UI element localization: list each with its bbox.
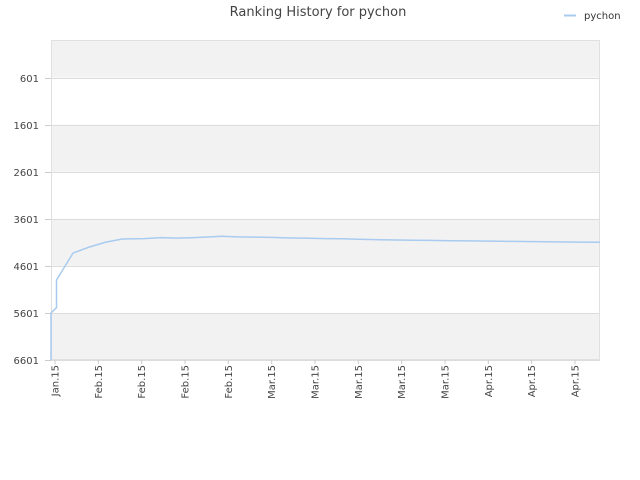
plot-band	[51, 312, 600, 360]
plot-band	[51, 40, 600, 78]
x-axis-ticks: Jan.15 Feb.15 Feb.15 Feb.15 Feb.15 Mar.15 Mar.…	[51, 360, 582, 399]
x-tick-label: Mar.15	[354, 365, 365, 399]
x-tick-label: Apr.15	[484, 365, 495, 397]
series-layer	[50, 235, 601, 360]
y-tick-label: 5601	[14, 309, 39, 320]
y-tick-label: 1601	[14, 121, 39, 132]
y-tick-label: 6601	[14, 356, 39, 367]
x-tick-label: Apr.15	[571, 365, 582, 397]
y-axis-ticks: 601 1601 2601 3601 4601 5601 6601	[14, 74, 51, 367]
legend-label: pychon	[584, 11, 621, 22]
chart-title: Ranking History for pychon	[230, 5, 407, 20]
x-tick-label: Feb.15	[137, 365, 148, 399]
plot-band	[51, 265, 600, 313]
x-tick-label: Feb.15	[181, 365, 192, 399]
x-tick-label: Feb.15	[94, 365, 105, 399]
y-tick-label: 601	[20, 74, 39, 85]
y-tick-label: 2601	[14, 168, 39, 179]
plot-band	[51, 77, 600, 125]
y-tick-label: 4601	[14, 262, 39, 273]
x-tick-label: Jan.15	[51, 365, 62, 397]
x-tick-label: Mar.15	[311, 365, 322, 399]
plot-band	[51, 124, 600, 172]
plot-bands	[51, 40, 600, 360]
plot-band	[51, 218, 600, 266]
x-tick-label: Apr.15	[527, 365, 538, 397]
x-tick-label: Mar.15	[441, 365, 452, 399]
x-tick-label: Mar.15	[397, 365, 408, 399]
gridlines	[51, 78, 600, 361]
x-tick-label: Feb.15	[224, 365, 235, 399]
legend: pychon	[564, 11, 621, 22]
x-tick-label: Mar.15	[267, 365, 278, 399]
plot-band	[51, 171, 600, 219]
plot-frame	[51, 40, 600, 360]
series-line-pychon	[50, 235, 601, 360]
y-tick-label: 3601	[14, 215, 39, 226]
